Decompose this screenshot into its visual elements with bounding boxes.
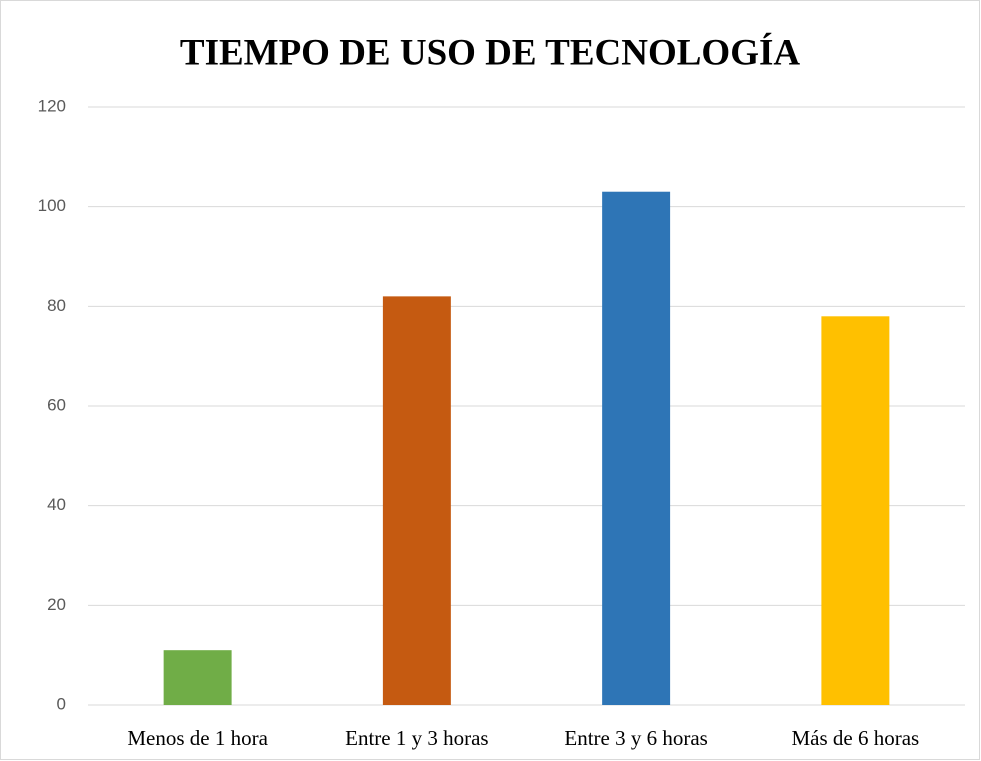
- x-tick-label: Menos de 1 hora: [127, 726, 268, 750]
- bar: [821, 316, 890, 705]
- bar: [163, 650, 232, 705]
- bar: [602, 191, 671, 705]
- x-tick-label: Entre 1 y 3 horas: [345, 726, 488, 750]
- y-tick-label: 0: [57, 694, 66, 713]
- chart-title: TIEMPO DE USO DE TECNOLOGÍA: [180, 31, 800, 73]
- y-tick-label: 80: [47, 296, 66, 315]
- x-tick-label: Entre 3 y 6 horas: [564, 726, 707, 750]
- bar: [382, 296, 451, 705]
- y-tick-label: 40: [47, 495, 66, 514]
- y-tick-label: 60: [47, 395, 66, 414]
- y-tick-label: 100: [38, 196, 66, 215]
- x-tick-label: Más de 6 horas: [792, 726, 920, 750]
- y-tick-label: 120: [38, 96, 66, 115]
- y-tick-label: 20: [47, 595, 66, 614]
